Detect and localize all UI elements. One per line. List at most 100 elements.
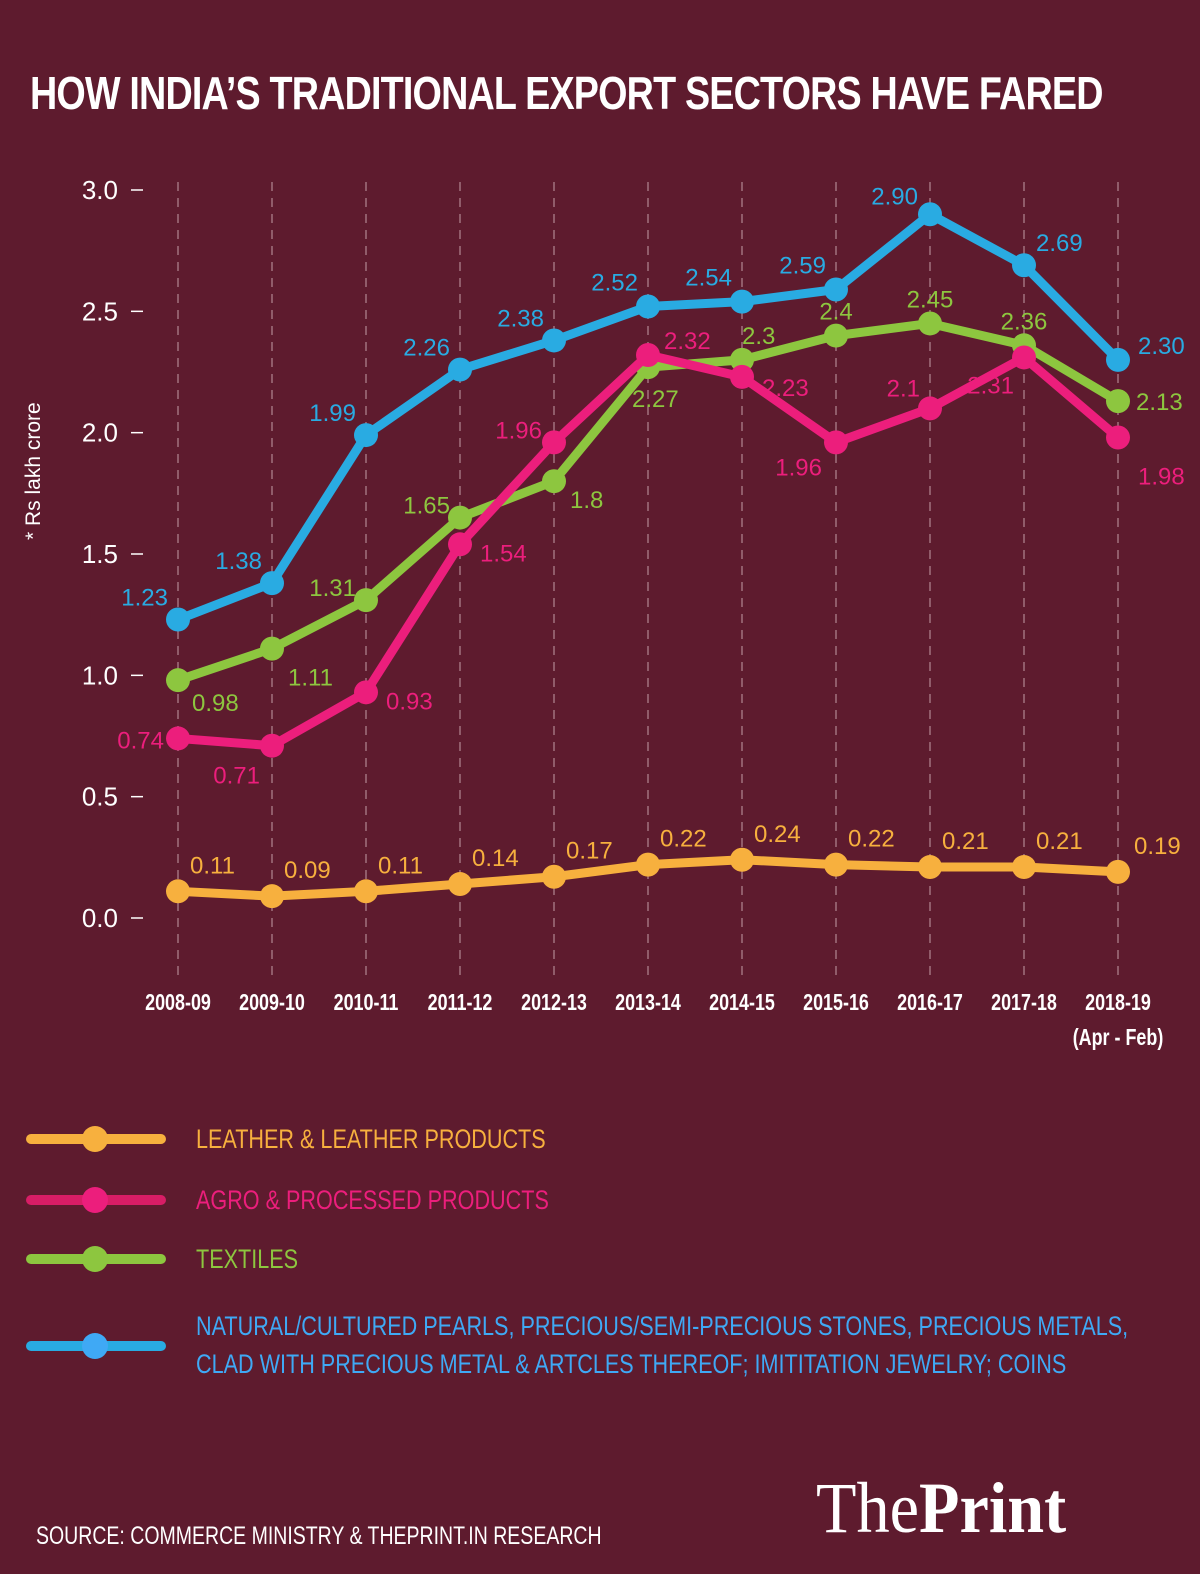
data-point-gems [448, 357, 472, 382]
x-tick-label: 2008-09 [145, 990, 211, 1016]
data-label-textiles: 2.13 [1136, 389, 1183, 416]
data-label-agro: 0.71 [213, 763, 260, 790]
theprint-logo: ThePrint [816, 1472, 1066, 1544]
data-point-agro [824, 430, 848, 455]
data-point-leather [824, 852, 848, 877]
data-label-textiles: 1.8 [570, 487, 603, 514]
data-point-agro [448, 532, 472, 557]
data-label-leather: 0.14 [472, 845, 519, 872]
data-label-leather: 0.22 [660, 826, 707, 853]
data-point-agro [1012, 345, 1036, 370]
x-tick-label: 2015-16 [803, 990, 869, 1016]
y-tick-label: 0.0 [82, 903, 118, 933]
data-label-gems: 2.30 [1138, 333, 1185, 360]
data-point-leather [166, 879, 190, 904]
data-point-leather [354, 879, 378, 904]
x-tick-label: 2011-12 [428, 990, 493, 1016]
data-label-gems: 1.99 [309, 400, 356, 427]
data-label-textiles: 1.65 [403, 493, 450, 520]
legend-item-leather: LEATHER & LEATHER PRODUCTS [26, 1124, 633, 1158]
data-label-agro: 1.54 [480, 540, 527, 567]
data-label-leather: 0.21 [942, 828, 989, 855]
legend-label-gems: NATURAL/CULTURED PEARLS, PRECIOUS/SEMI-P… [196, 1307, 1128, 1383]
data-label-leather: 0.19 [1134, 833, 1181, 860]
data-label-textiles: 0.98 [192, 690, 239, 717]
data-point-gems [542, 328, 566, 353]
data-point-agro [730, 364, 754, 389]
x-tick-sublabel: (Apr - Feb) [1073, 1025, 1164, 1051]
data-label-textiles: 2.3 [742, 323, 775, 350]
data-point-agro [354, 680, 378, 705]
y-tick-label: 1.0 [82, 660, 118, 690]
source-note: SOURCE: COMMERCE MINISTRY & THEPRINT.IN … [36, 1522, 602, 1550]
x-tick-label: 2013-14 [615, 990, 681, 1016]
legend-item-textiles: TEXTILES [26, 1244, 324, 1278]
data-label-agro: 2.31 [967, 372, 1014, 399]
data-label-leather: 0.21 [1036, 828, 1083, 855]
data-label-leather: 0.11 [378, 852, 423, 879]
data-label-textiles: 1.11 [288, 665, 333, 692]
data-label-agro: 0.74 [117, 727, 164, 754]
legend-swatch-textiles [26, 1244, 166, 1274]
data-label-agro: 2.32 [664, 328, 711, 355]
legend-label-gems-line1: NATURAL/CULTURED PEARLS, PRECIOUS/SEMI-P… [196, 1311, 1129, 1341]
data-point-agro [542, 430, 566, 455]
data-label-agro: 1.96 [495, 417, 542, 444]
data-label-gems: 2.54 [685, 265, 732, 292]
data-label-agro: 1.96 [775, 454, 822, 481]
line-chart: 0.0 0.5 1.0 1.5 2.0 2.5 3.0 2008-09 2009-10 2010… [82, 175, 1185, 1051]
data-point-gems [354, 423, 378, 448]
data-label-gems: 2.38 [497, 305, 544, 332]
data-point-agro [260, 733, 284, 758]
data-point-textiles [1106, 389, 1130, 414]
data-label-leather: 0.22 [848, 826, 895, 853]
data-label-leather: 0.24 [754, 821, 801, 848]
legend-label-agro: AGRO & PROCESSED PRODUCTS [196, 1185, 549, 1215]
data-point-leather [448, 872, 472, 897]
data-point-textiles [730, 347, 754, 372]
data-point-agro [1106, 425, 1130, 450]
data-label-agro: 0.93 [386, 688, 433, 715]
series-leather [166, 847, 1130, 909]
data-label-textiles: 2.4 [819, 299, 852, 326]
data-point-leather [1106, 859, 1130, 884]
data-point-leather [730, 847, 754, 872]
data-point-gems [730, 289, 754, 314]
data-point-textiles [918, 311, 942, 336]
data-point-leather [1012, 855, 1036, 880]
data-point-textiles [824, 323, 848, 348]
data-point-textiles [260, 636, 284, 661]
logo-print: Print [918, 1468, 1067, 1548]
series [166, 202, 1130, 909]
y-tick-label: 1.5 [82, 539, 118, 569]
data-point-textiles [542, 469, 566, 494]
logo-the: The [816, 1468, 919, 1548]
series-textiles [166, 311, 1130, 693]
legend-label-textiles: TEXTILES [196, 1244, 299, 1274]
x-tick-label: 2010-11 [334, 990, 399, 1016]
y-tick-label: 3.0 [82, 175, 118, 205]
data-label-agro: 2.23 [762, 375, 809, 402]
data-label-gems: 2.52 [591, 269, 638, 296]
y-tick-label: 2.5 [82, 296, 118, 326]
chart-title: HOW INDIA’S TRADITIONAL EXPORT SECTORS H… [30, 67, 1103, 119]
x-tick-label: 2014-15 [709, 990, 775, 1016]
data-label-agro: 2.1 [887, 375, 920, 402]
data-label-textiles: 2.36 [1001, 308, 1048, 335]
legend-swatch-agro [26, 1185, 166, 1215]
data-point-leather [542, 864, 566, 889]
data-point-agro [636, 343, 660, 368]
data-label-leather: 0.11 [190, 852, 235, 879]
series-gems [166, 202, 1130, 632]
data-label-agro: 1.98 [1138, 464, 1185, 491]
data-point-gems [824, 277, 848, 302]
data-point-leather [636, 852, 660, 877]
data-label-leather: 0.17 [566, 838, 613, 865]
data-point-gems [166, 607, 190, 632]
x-tick-label: 2016-17 [897, 990, 963, 1016]
data-point-gems [636, 294, 660, 319]
y-axis: 0.0 0.5 1.0 1.5 2.0 2.5 3.0 [82, 175, 143, 933]
y-tick-label: 0.5 [82, 782, 118, 812]
data-point-textiles [166, 668, 190, 693]
data-label-gems: 2.59 [779, 252, 826, 279]
